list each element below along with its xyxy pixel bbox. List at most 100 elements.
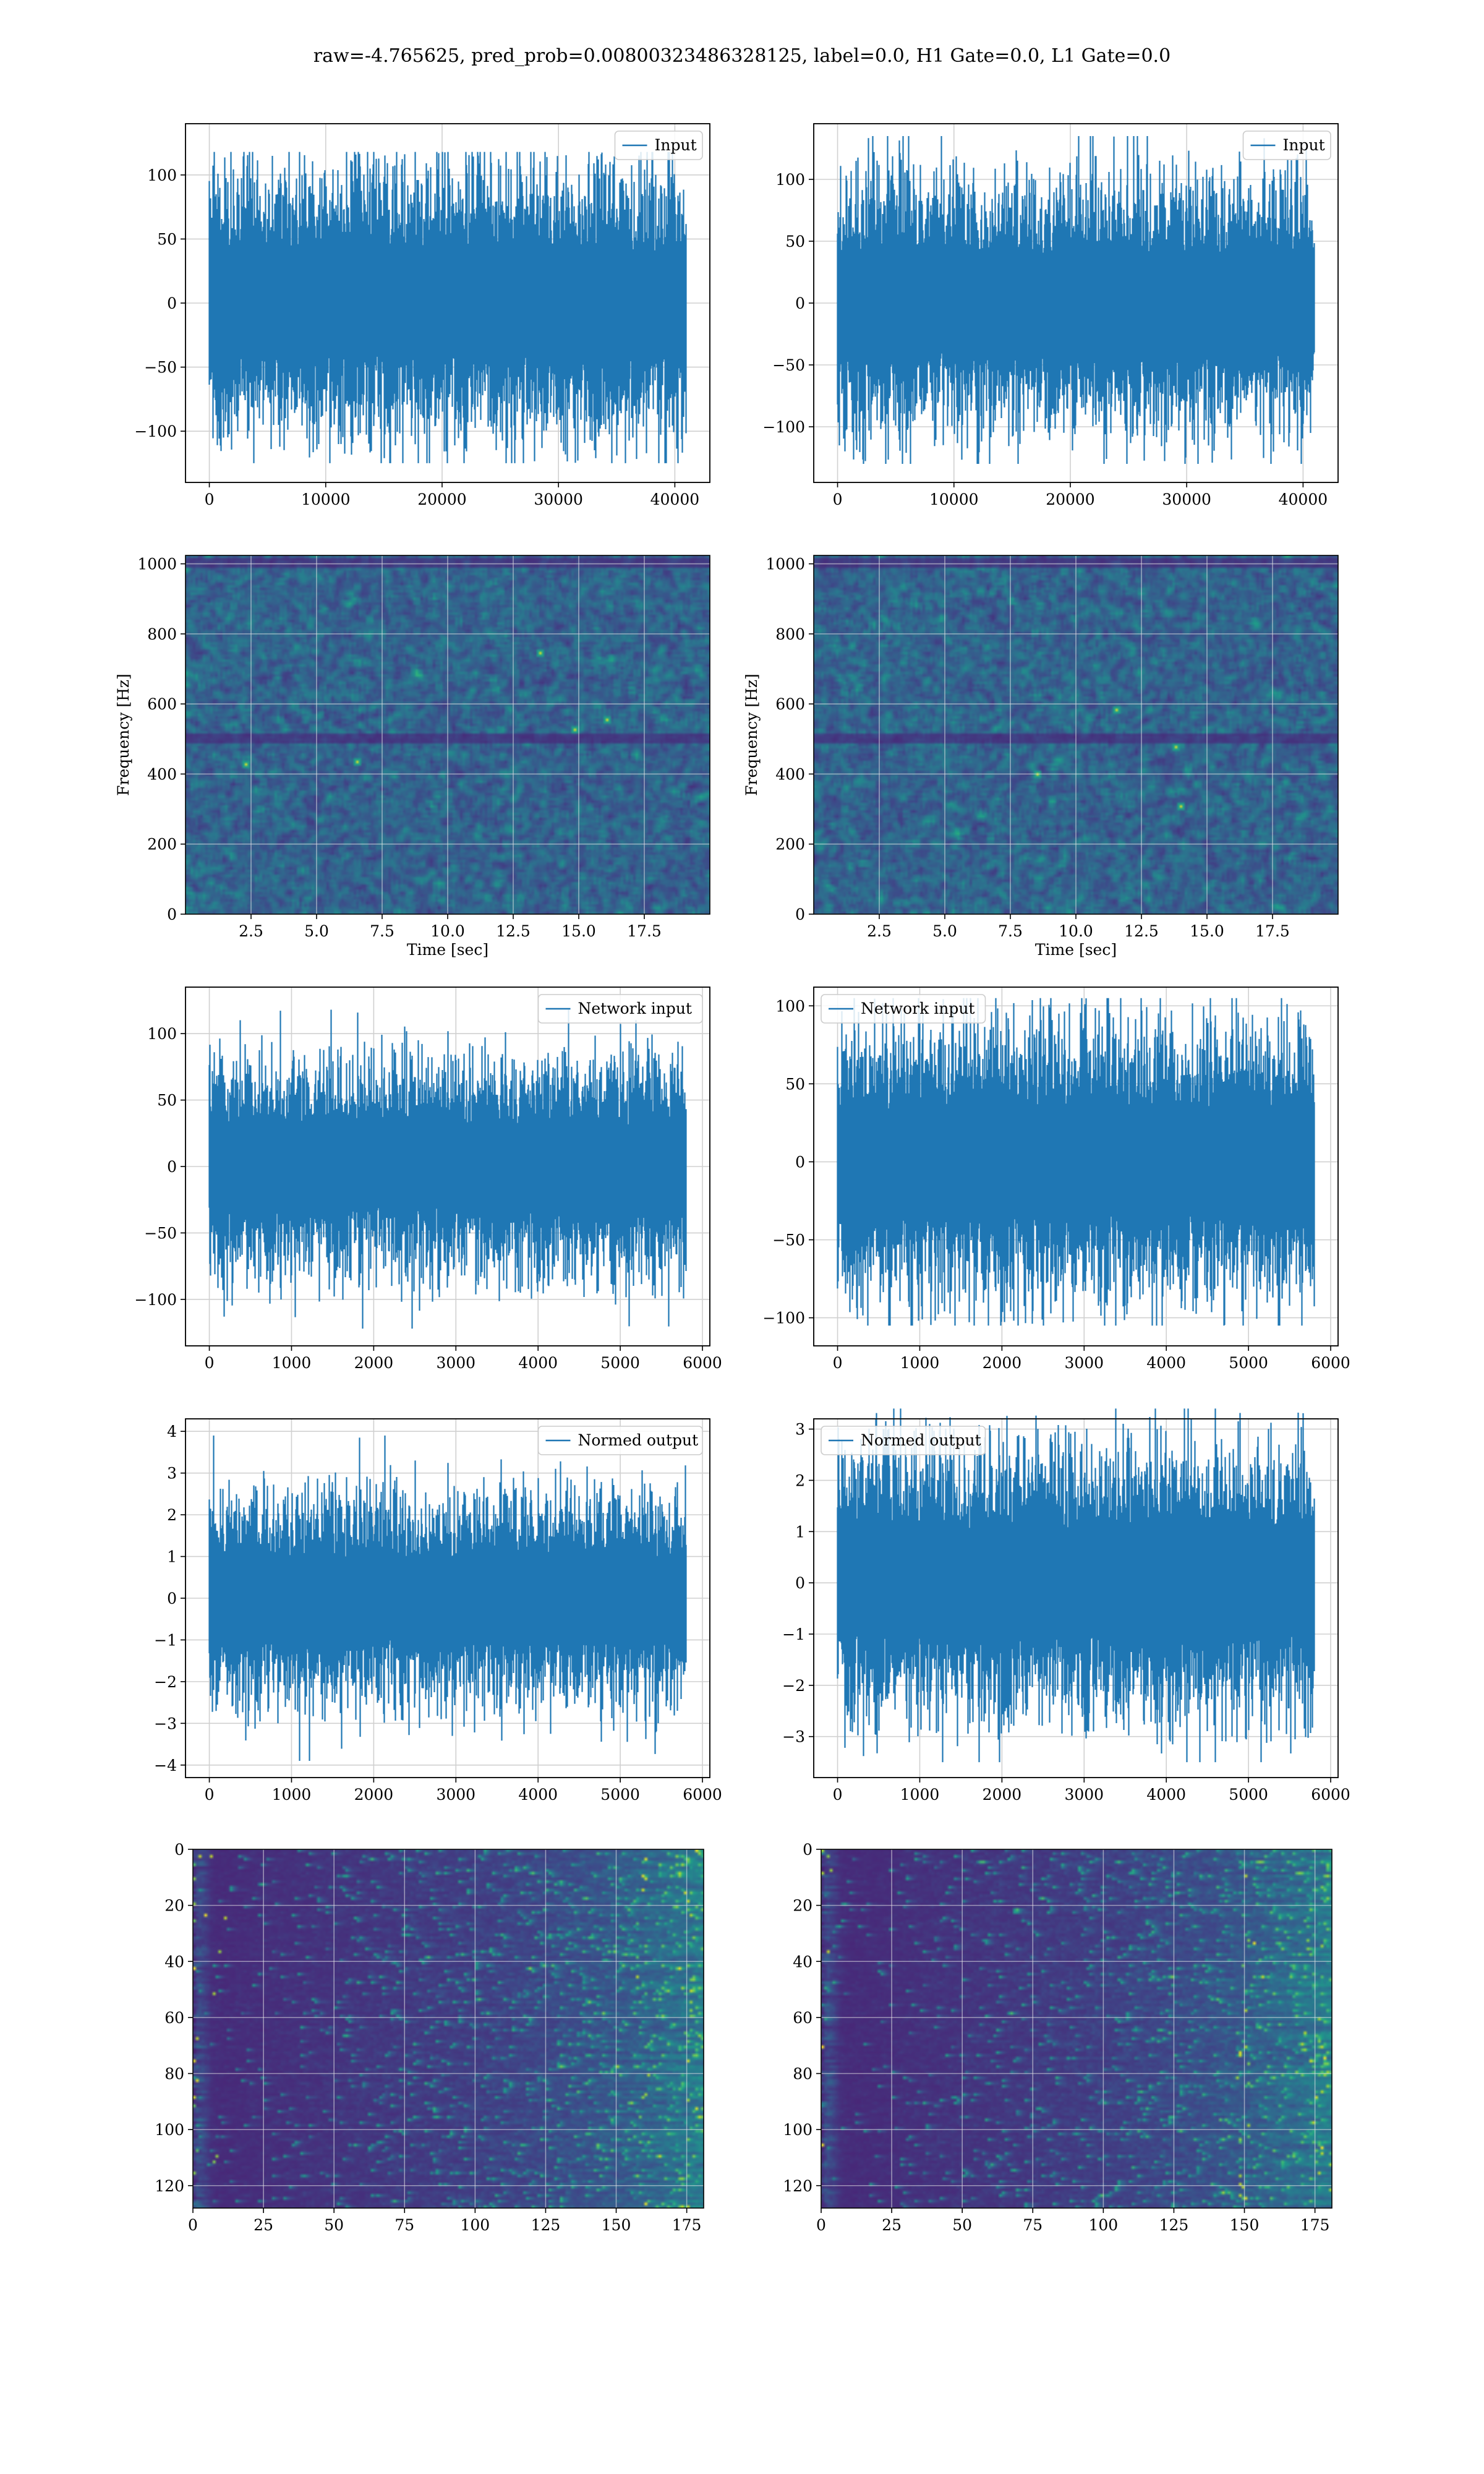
x-tick-label: 17.5 bbox=[627, 922, 662, 940]
y-axis-label: Frequency [Hz] bbox=[114, 674, 132, 796]
x-tick-label: 10000 bbox=[929, 490, 979, 508]
x-tick-label: 25 bbox=[882, 2216, 902, 2234]
y-tick-label: 3 bbox=[795, 1421, 805, 1439]
x-tick-label: 0 bbox=[205, 1786, 215, 1804]
y-tick-label: 600 bbox=[775, 695, 805, 713]
y-tick-label: 50 bbox=[157, 230, 177, 248]
x-tick-label: 7.5 bbox=[998, 922, 1023, 940]
y-tick-label: 400 bbox=[147, 765, 177, 783]
y-tick-label: 50 bbox=[157, 1092, 177, 1110]
chart-panels: 0 10000 20000 30000 40000100500−50−100Input0… bbox=[114, 123, 1350, 2234]
legend-label: Network input bbox=[578, 999, 692, 1017]
y-tick-label: −2 bbox=[154, 1673, 177, 1691]
y-tick-label: 400 bbox=[775, 765, 805, 783]
y-tick-label: −50 bbox=[772, 1231, 805, 1249]
y-tick-label: −100 bbox=[134, 422, 177, 440]
x-tick-label: 175 bbox=[1300, 2216, 1330, 2234]
y-tick-label: −3 bbox=[154, 1714, 177, 1732]
x-tick-label: 5000 bbox=[1229, 1786, 1268, 1804]
y-tick-label: 40 bbox=[164, 1953, 184, 1971]
x-tick-label: 175 bbox=[672, 2216, 702, 2234]
axes-frame bbox=[192, 1849, 704, 2209]
x-tick-label: 40000 bbox=[650, 490, 700, 508]
x-tick-label: 5.0 bbox=[932, 922, 957, 940]
axes-frame bbox=[185, 555, 710, 915]
legend-label: Normed output bbox=[861, 1431, 981, 1449]
y-tick-label: 0 bbox=[174, 1841, 184, 1859]
legend: Input bbox=[614, 131, 703, 160]
y-tick-label: −1 bbox=[782, 1625, 805, 1643]
legend: Network input bbox=[537, 994, 703, 1024]
x-tick-label: 4000 bbox=[1146, 1354, 1186, 1372]
x-tick-label: 1000 bbox=[272, 1354, 312, 1372]
axes-frame bbox=[185, 123, 710, 483]
chart-panel-row2-left: 2.5 5.0 7.5 10.0 12.5 15.0 17.5 0 200 400 600 800 10… bbox=[114, 555, 710, 959]
heatmap-image bbox=[193, 1849, 704, 2208]
y-tick-label: 120 bbox=[155, 2177, 184, 2195]
chart-panel-row1-right: 0 10000 20000 30000 40000 100 50 0 −50 −100 Input bbox=[762, 123, 1339, 508]
y-tick-label: 200 bbox=[147, 836, 177, 854]
y-tick-label: 20 bbox=[164, 1897, 184, 1915]
x-tick-label: 50 bbox=[952, 2216, 972, 2234]
x-tick-label: 12.5 bbox=[496, 922, 531, 940]
legend-box bbox=[821, 994, 986, 1024]
legend-label: Input bbox=[655, 136, 697, 154]
y-tick-label: 0 bbox=[167, 1158, 177, 1176]
y-tick-label: 100 bbox=[147, 1025, 177, 1043]
y-tick-label: −100 bbox=[762, 1309, 805, 1327]
y-tick-label: 50 bbox=[785, 1075, 805, 1093]
x-axis-label: Time [sec] bbox=[1035, 941, 1117, 959]
x-tick-label: 0 bbox=[188, 2216, 198, 2234]
x-tick-label: 75 bbox=[1023, 2216, 1043, 2234]
y-tick-label: −50 bbox=[144, 1224, 177, 1242]
legend-box bbox=[537, 994, 703, 1024]
y-tick-label: −1 bbox=[154, 1631, 177, 1649]
legend: Input bbox=[1242, 131, 1331, 160]
chart-panel-row3-left: 0 1000 2000 3000 4000 5000 6000 100 50 0 −50 −100 Ne… bbox=[134, 987, 722, 1372]
x-tick-label: 4000 bbox=[1146, 1786, 1186, 1804]
chart-panel-row5-right: 0 25 50 75 100 125 150 175 0 20 40 60 80 100 120 bbox=[783, 1841, 1333, 2234]
legend: Normed output bbox=[821, 1426, 986, 1455]
y-tick-label: 800 bbox=[147, 625, 177, 643]
axes-frame bbox=[821, 1849, 1333, 2209]
chart-panel-row2-right: 2.5 5.0 7.5 10.0 12.5 15.0 17.5 0 200 400 600 800 10… bbox=[743, 555, 1339, 959]
x-tick-label: 10.0 bbox=[1059, 922, 1093, 940]
y-tick-label: 0 bbox=[803, 1841, 812, 1859]
axes-frame bbox=[813, 1418, 1339, 1778]
legend-label: Normed output bbox=[578, 1431, 699, 1449]
chart-panel-row4-right: 0 1000 2000 3000 4000 5000 6000 3 2 1 0 −1 −2 −3 Norme… bbox=[782, 1408, 1350, 1804]
x-tick-label: 5000 bbox=[1229, 1354, 1268, 1372]
x-tick-label: 4000 bbox=[518, 1786, 558, 1804]
y-tick-label: 2 bbox=[795, 1471, 805, 1489]
y-tick-label: 0 bbox=[795, 294, 805, 312]
y-axis-label: Frequency [Hz] bbox=[743, 674, 761, 796]
y-tick-label: −3 bbox=[782, 1728, 805, 1746]
x-tick-label: 7.5 bbox=[370, 922, 394, 940]
y-tick-label: 2 bbox=[167, 1506, 177, 1524]
y-tick-label: −100 bbox=[134, 1291, 177, 1309]
x-tick-label: 5000 bbox=[600, 1786, 640, 1804]
series-line-network-input bbox=[208, 1009, 687, 1329]
legend-box bbox=[1242, 131, 1331, 160]
y-tick-label: 100 bbox=[147, 166, 177, 184]
x-tick-label: 5.0 bbox=[304, 922, 329, 940]
x-axis-label: Time [sec] bbox=[407, 941, 488, 959]
x-tick-label: 1000 bbox=[900, 1786, 940, 1804]
x-tick-label: 6000 bbox=[1311, 1786, 1350, 1804]
x-tick-label: 3000 bbox=[1064, 1354, 1104, 1372]
y-tick-label: 60 bbox=[793, 2009, 812, 2027]
x-tick-label: 2000 bbox=[983, 1354, 1022, 1372]
x-tick-label: 125 bbox=[531, 2216, 561, 2234]
x-tick-label: 6000 bbox=[683, 1354, 722, 1372]
legend-box bbox=[821, 1426, 986, 1455]
x-tick-label: 0 bbox=[833, 490, 843, 508]
x-tick-label: 50 bbox=[324, 2216, 344, 2234]
y-tick-label: 1 bbox=[167, 1548, 177, 1566]
x-tick-label: 2000 bbox=[983, 1786, 1022, 1804]
y-tick-label: 3 bbox=[167, 1465, 177, 1483]
x-tick-label: 2000 bbox=[354, 1354, 394, 1372]
y-tick-label: 100 bbox=[775, 171, 805, 189]
y-tick-label: 0 bbox=[167, 1590, 177, 1607]
y-tick-label: 0 bbox=[167, 294, 177, 312]
